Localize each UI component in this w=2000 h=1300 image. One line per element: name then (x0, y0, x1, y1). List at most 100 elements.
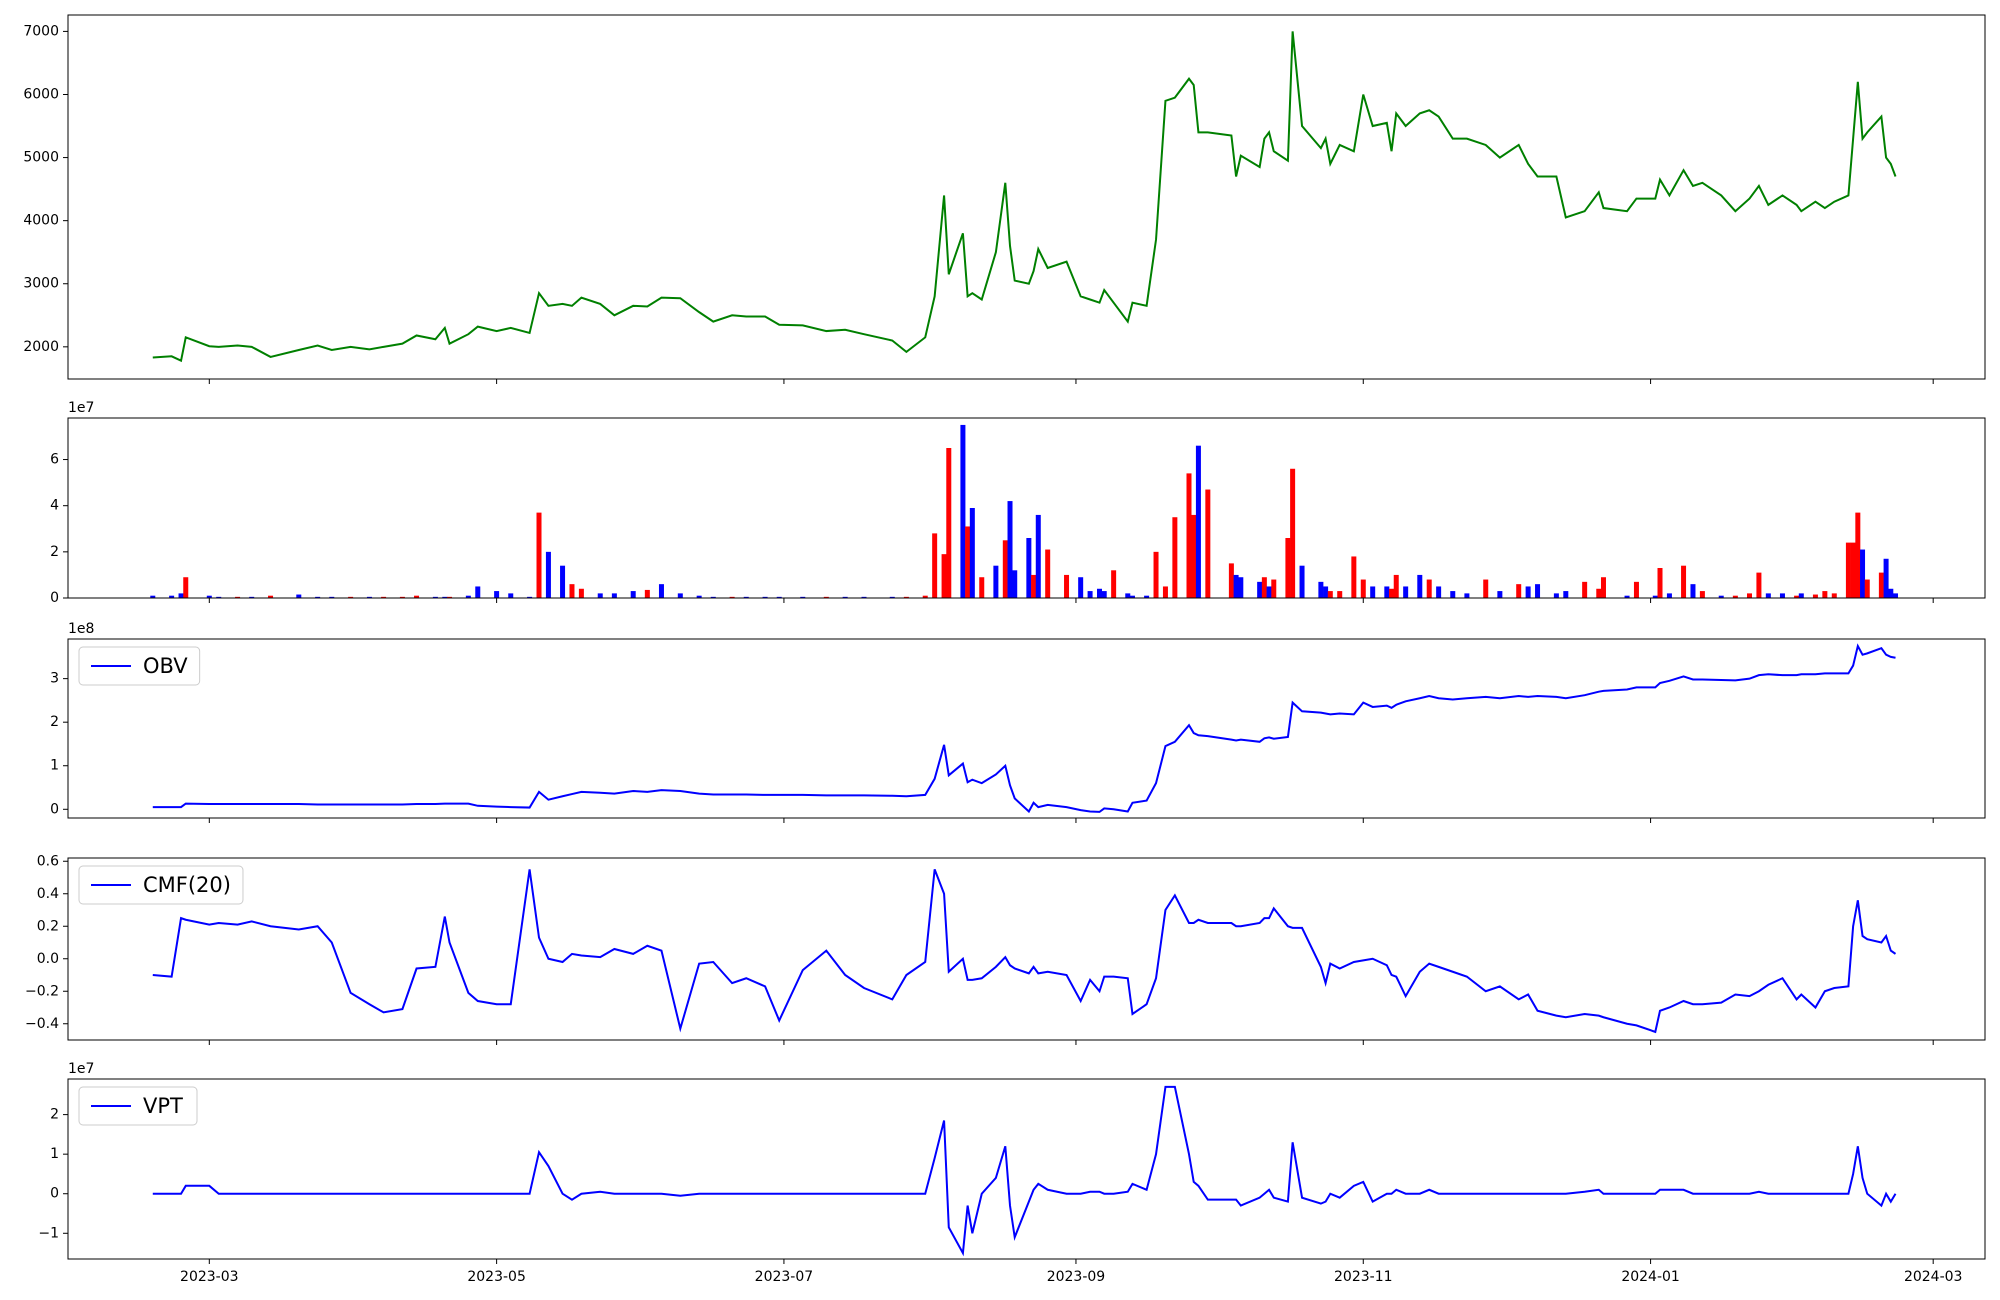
volume-bar (696, 595, 702, 598)
volume-bar (183, 577, 189, 598)
volume-bar (1351, 556, 1357, 598)
volume-bar (1125, 593, 1131, 598)
volume-bar (527, 596, 533, 598)
axis-offset-label: 1e8 (68, 621, 94, 637)
volume-bar (1186, 473, 1192, 598)
y-tick-label: −1 (38, 1225, 59, 1241)
volume-bar (1389, 588, 1395, 598)
volume-bar (206, 595, 212, 598)
volume-bar (249, 596, 255, 598)
volume-bar (1850, 542, 1856, 598)
volume-bar (658, 584, 664, 598)
y-tick-label: 7000 (23, 23, 59, 39)
y-tick-label: 0 (50, 590, 59, 606)
volume-bar (630, 591, 636, 598)
y-tick-label: 0 (50, 801, 59, 817)
y-tick-label: 0.4 (37, 886, 59, 902)
volume-bar (268, 595, 274, 598)
volume-bar (1228, 563, 1234, 598)
y-tick-label: 2 (50, 714, 59, 730)
volume-bar (178, 593, 184, 598)
volume-bar (1238, 577, 1244, 598)
volume-bar (1384, 586, 1390, 598)
legend-box (78, 646, 201, 686)
volume-bar (1195, 445, 1201, 598)
volume-bar (1191, 514, 1197, 598)
volume-bar (1393, 574, 1399, 598)
volume-bar (1794, 595, 1800, 598)
volume-bar (677, 593, 683, 598)
y-tick-label: 0.6 (37, 853, 59, 869)
volume-bar (1845, 542, 1851, 598)
x-tick-label: 2023-09 (1047, 1269, 1106, 1285)
volume-bar (800, 596, 806, 598)
volume-bar (842, 596, 848, 598)
volume-bar (296, 594, 302, 598)
line (152, 31, 1897, 363)
volume-bar (993, 565, 999, 598)
volume-bar (960, 424, 966, 598)
volume-bar (762, 596, 768, 598)
volume-bar (729, 596, 735, 598)
volume-bar (1878, 572, 1884, 598)
volume-bar (315, 596, 321, 598)
volume-bar (475, 586, 481, 598)
volume-bar (1798, 593, 1804, 598)
volume-bar (1855, 512, 1861, 598)
volume-bar (1657, 568, 1663, 598)
volume-bar (1883, 558, 1889, 598)
volume-bar (1261, 577, 1267, 598)
volume-bar (1337, 591, 1343, 598)
volume-bar (1718, 595, 1724, 598)
volume-bar (1582, 581, 1588, 598)
volume-bar (216, 596, 222, 598)
volume-bar (1497, 591, 1503, 598)
axis-offset-label: 1e7 (68, 1061, 94, 1077)
y-tick-label: 4000 (23, 213, 59, 229)
y-tick-label: 1 (50, 1146, 59, 1162)
volume-bar (1271, 579, 1277, 598)
y-tick-label: 2000 (23, 339, 59, 355)
legend-label: OBV (143, 654, 188, 678)
volume-bar (1426, 579, 1432, 598)
volume-bar (1290, 468, 1296, 598)
volume-bar (743, 596, 749, 598)
volume-bar (545, 551, 551, 598)
volume-bar (1172, 517, 1178, 598)
volume-bar (414, 595, 420, 598)
volume-bar (399, 596, 405, 598)
volume-bar (1327, 591, 1333, 598)
volume-bar (1888, 588, 1894, 598)
volume-bar (1535, 584, 1541, 598)
volume-bar (1822, 591, 1828, 598)
y-tick-label: 3 (50, 671, 59, 687)
volume-bar (1323, 586, 1329, 598)
volume-bar (611, 593, 617, 598)
volume-bar (447, 596, 453, 598)
x-tick-label: 2023-07 (755, 1269, 814, 1285)
volume-bar (1666, 593, 1672, 598)
volume-bar (979, 577, 985, 598)
volume-bar (1153, 551, 1159, 598)
volume-bar (1450, 591, 1456, 598)
volume-bar (169, 595, 175, 598)
volume-bar (1162, 586, 1168, 598)
y-tick-label: 4 (50, 498, 59, 514)
volume-bar (1403, 586, 1409, 598)
x-tick-label: 2023-03 (180, 1269, 239, 1285)
volume-bar (150, 595, 156, 598)
volume-bar (348, 596, 354, 598)
volume-bar (1525, 586, 1531, 598)
panel-frame (67, 14, 1986, 380)
volume-bar (1285, 538, 1291, 598)
line (152, 643, 1896, 814)
legend-box (78, 865, 244, 905)
volume-bar (1652, 595, 1658, 598)
y-tick-label: −0.4 (25, 1016, 59, 1032)
volume-bar (1078, 577, 1084, 598)
volume-bar (1624, 595, 1630, 598)
x-tick-label: 2023-05 (467, 1269, 526, 1285)
volume-bar (381, 596, 387, 598)
line (152, 869, 1897, 1034)
volume-bar (560, 565, 566, 598)
